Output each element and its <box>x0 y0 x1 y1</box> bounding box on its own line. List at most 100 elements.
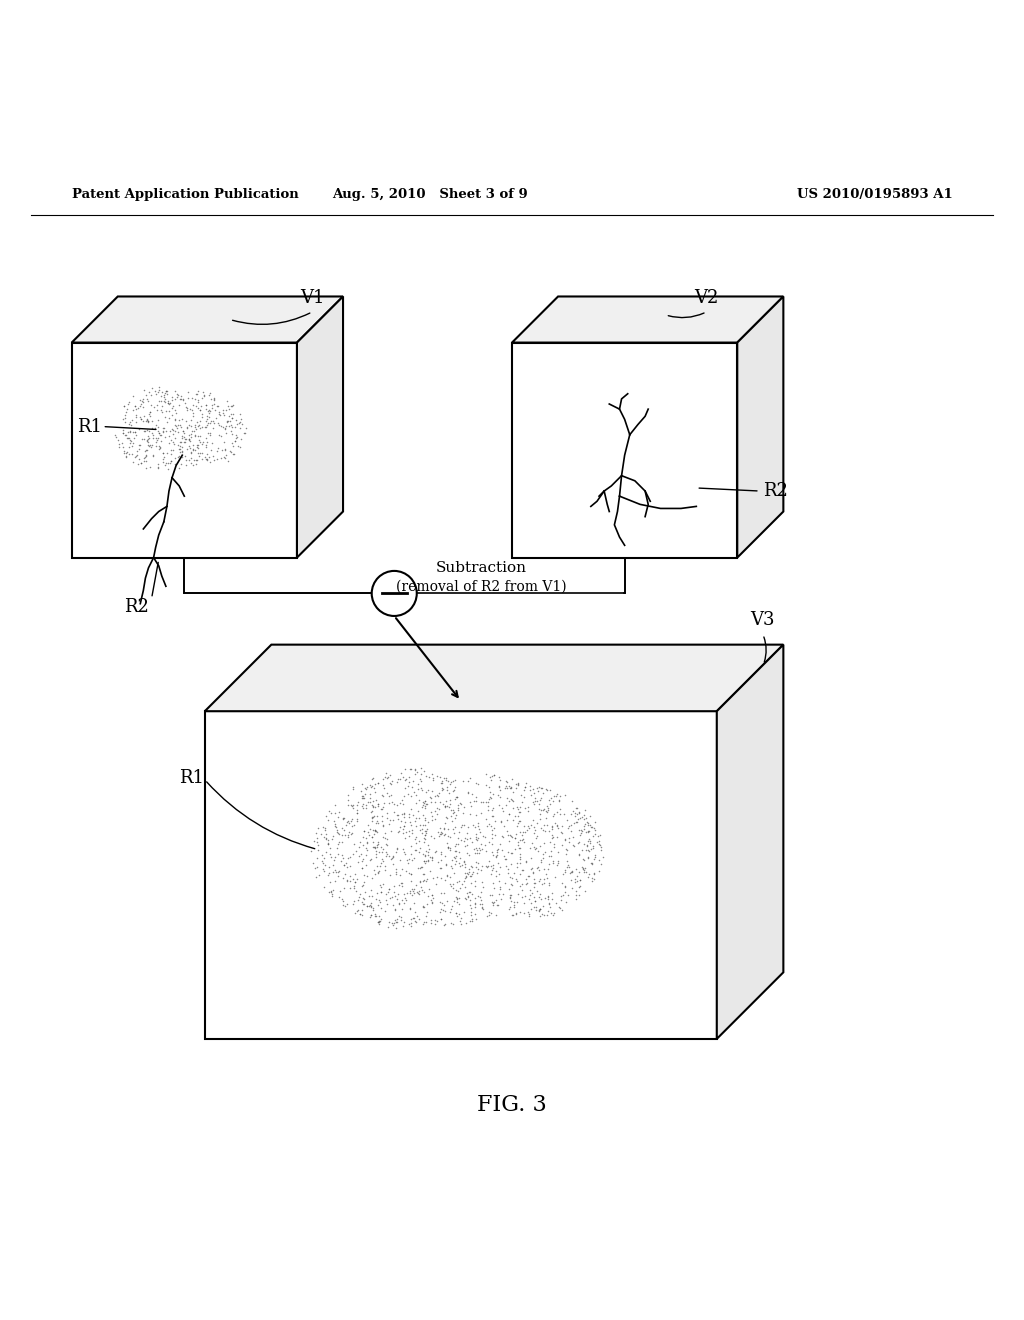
Point <box>535 895 551 916</box>
Point <box>442 912 459 933</box>
Point <box>475 826 492 847</box>
Point <box>139 440 156 461</box>
Point <box>157 454 173 475</box>
Point <box>364 892 380 913</box>
Point <box>571 870 588 891</box>
Point <box>159 412 175 433</box>
Point <box>507 805 523 826</box>
Point <box>136 450 153 471</box>
Point <box>579 834 595 855</box>
Point <box>558 843 574 865</box>
Point <box>464 908 480 929</box>
Point <box>396 912 413 933</box>
Point <box>451 797 467 818</box>
Point <box>165 440 181 461</box>
Point <box>462 880 478 902</box>
Point <box>391 820 408 841</box>
Point <box>232 417 249 438</box>
Point <box>370 795 386 816</box>
Point <box>131 438 147 459</box>
Point <box>519 866 536 887</box>
Point <box>430 785 446 807</box>
Point <box>153 399 169 420</box>
Point <box>485 854 502 875</box>
Point <box>165 395 181 416</box>
Point <box>339 855 355 876</box>
Point <box>540 858 556 879</box>
Point <box>327 846 343 867</box>
Point <box>343 795 359 816</box>
Point <box>169 387 185 408</box>
Point <box>226 417 243 438</box>
Point <box>452 855 468 876</box>
Point <box>561 816 578 837</box>
Point <box>518 772 535 793</box>
Point <box>487 866 504 887</box>
Point <box>421 878 437 899</box>
Point <box>202 400 218 421</box>
Point <box>389 909 406 931</box>
Point <box>447 903 464 924</box>
Point <box>531 836 548 857</box>
Point <box>359 832 376 853</box>
Point <box>575 859 592 880</box>
Point <box>540 887 556 908</box>
Point <box>205 417 221 438</box>
Point <box>415 805 431 826</box>
Point <box>432 883 449 904</box>
Point <box>542 779 558 800</box>
Point <box>422 787 438 808</box>
Point <box>322 882 338 903</box>
Point <box>485 845 502 866</box>
Point <box>460 816 476 837</box>
Point <box>527 788 544 809</box>
Point <box>140 428 157 449</box>
Point <box>190 414 207 436</box>
Point <box>122 433 138 454</box>
Point <box>473 859 489 880</box>
Point <box>526 873 543 894</box>
Point <box>541 875 557 896</box>
Point <box>160 392 176 413</box>
Point <box>445 803 462 824</box>
Point <box>155 421 171 442</box>
Point <box>395 916 412 937</box>
Point <box>128 411 144 432</box>
Point <box>209 440 225 461</box>
Point <box>206 393 222 414</box>
Point <box>568 797 585 818</box>
Point <box>155 451 171 473</box>
Point <box>573 821 590 842</box>
Point <box>436 825 453 846</box>
Point <box>510 810 526 832</box>
Point <box>410 779 426 800</box>
Point <box>416 863 432 884</box>
Point <box>419 894 435 915</box>
Point <box>488 895 505 916</box>
Point <box>326 826 342 847</box>
Point <box>436 767 453 788</box>
Point <box>147 384 164 405</box>
Point <box>510 774 526 795</box>
Point <box>343 810 359 832</box>
Point <box>178 417 195 438</box>
Point <box>141 420 158 441</box>
Point <box>522 814 539 836</box>
Point <box>409 762 425 783</box>
Point <box>529 825 546 846</box>
Point <box>413 876 429 898</box>
Point <box>549 814 565 836</box>
Point <box>522 884 539 906</box>
Point <box>467 842 483 863</box>
Point <box>415 870 431 891</box>
Point <box>484 828 501 849</box>
Point <box>120 421 136 442</box>
Point <box>317 829 334 850</box>
Point <box>509 891 525 912</box>
Point <box>179 438 196 459</box>
Point <box>385 810 401 832</box>
Point <box>388 862 404 883</box>
Point <box>437 824 454 845</box>
Point <box>186 424 203 445</box>
Point <box>374 785 390 807</box>
